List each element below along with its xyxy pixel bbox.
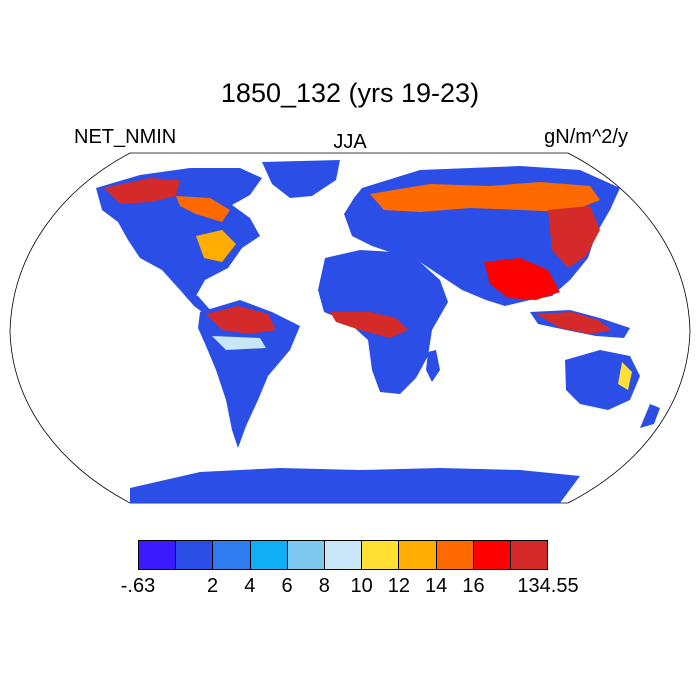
colorbar-tick-label: -.63 — [120, 575, 156, 597]
central-africa-patch — [330, 312, 408, 338]
se-asia-islands-patch — [536, 312, 612, 334]
amazon-patch — [206, 306, 276, 334]
colorbar-tick-label: 14 — [425, 575, 448, 597]
colorbar-box — [399, 541, 437, 569]
amazon-patch-2 — [212, 336, 266, 350]
boreal-north-america-patch-2 — [176, 196, 230, 222]
colorbar-box — [362, 541, 400, 569]
new-zealand-landmass — [640, 404, 660, 428]
colorbar-tick-label: 6 — [281, 575, 293, 597]
east-asia-patch — [548, 206, 600, 268]
colorbar-tick-label: 16 — [462, 575, 485, 597]
colorbar-box — [250, 541, 288, 569]
colorbar-tick-label: 12 — [387, 575, 411, 597]
units-label: gN/m^2/y — [544, 126, 628, 148]
australia-coast-patch — [618, 362, 632, 390]
colorbar-tick-label: 2 — [206, 575, 219, 597]
eastern-north-america-patch — [196, 230, 236, 262]
antarctica-landmass — [130, 468, 580, 503]
colorbar-box — [436, 541, 474, 569]
season-label: JJA — [333, 131, 367, 153]
madagascar-landmass — [426, 350, 440, 382]
colorbar-box — [324, 541, 363, 569]
south-asia-patch — [484, 258, 560, 300]
colorbar-box — [473, 541, 511, 569]
map-title: 1850_132 (yrs 19-23) — [220, 78, 480, 108]
colorbar-tick-label: 134.55 — [517, 575, 579, 597]
colorbar-box — [287, 541, 325, 569]
greenland-landmass — [262, 160, 340, 198]
colorbar-box — [176, 541, 214, 569]
variable-label: NET_NMIN — [74, 126, 177, 148]
colorbar — [138, 540, 548, 570]
australia-landmass — [565, 350, 640, 410]
colorbar-tick-label: 10 — [350, 575, 373, 597]
colorbar-box — [213, 541, 251, 569]
colorbar-box — [139, 541, 177, 569]
siberia-patch — [370, 182, 600, 212]
colorbar-tick-label: 4 — [244, 575, 256, 597]
colorbar-tick-label: 8 — [318, 575, 330, 597]
high-value-patches — [104, 178, 632, 390]
boreal-north-america-patch — [104, 178, 180, 204]
colorbar-box — [510, 541, 548, 569]
